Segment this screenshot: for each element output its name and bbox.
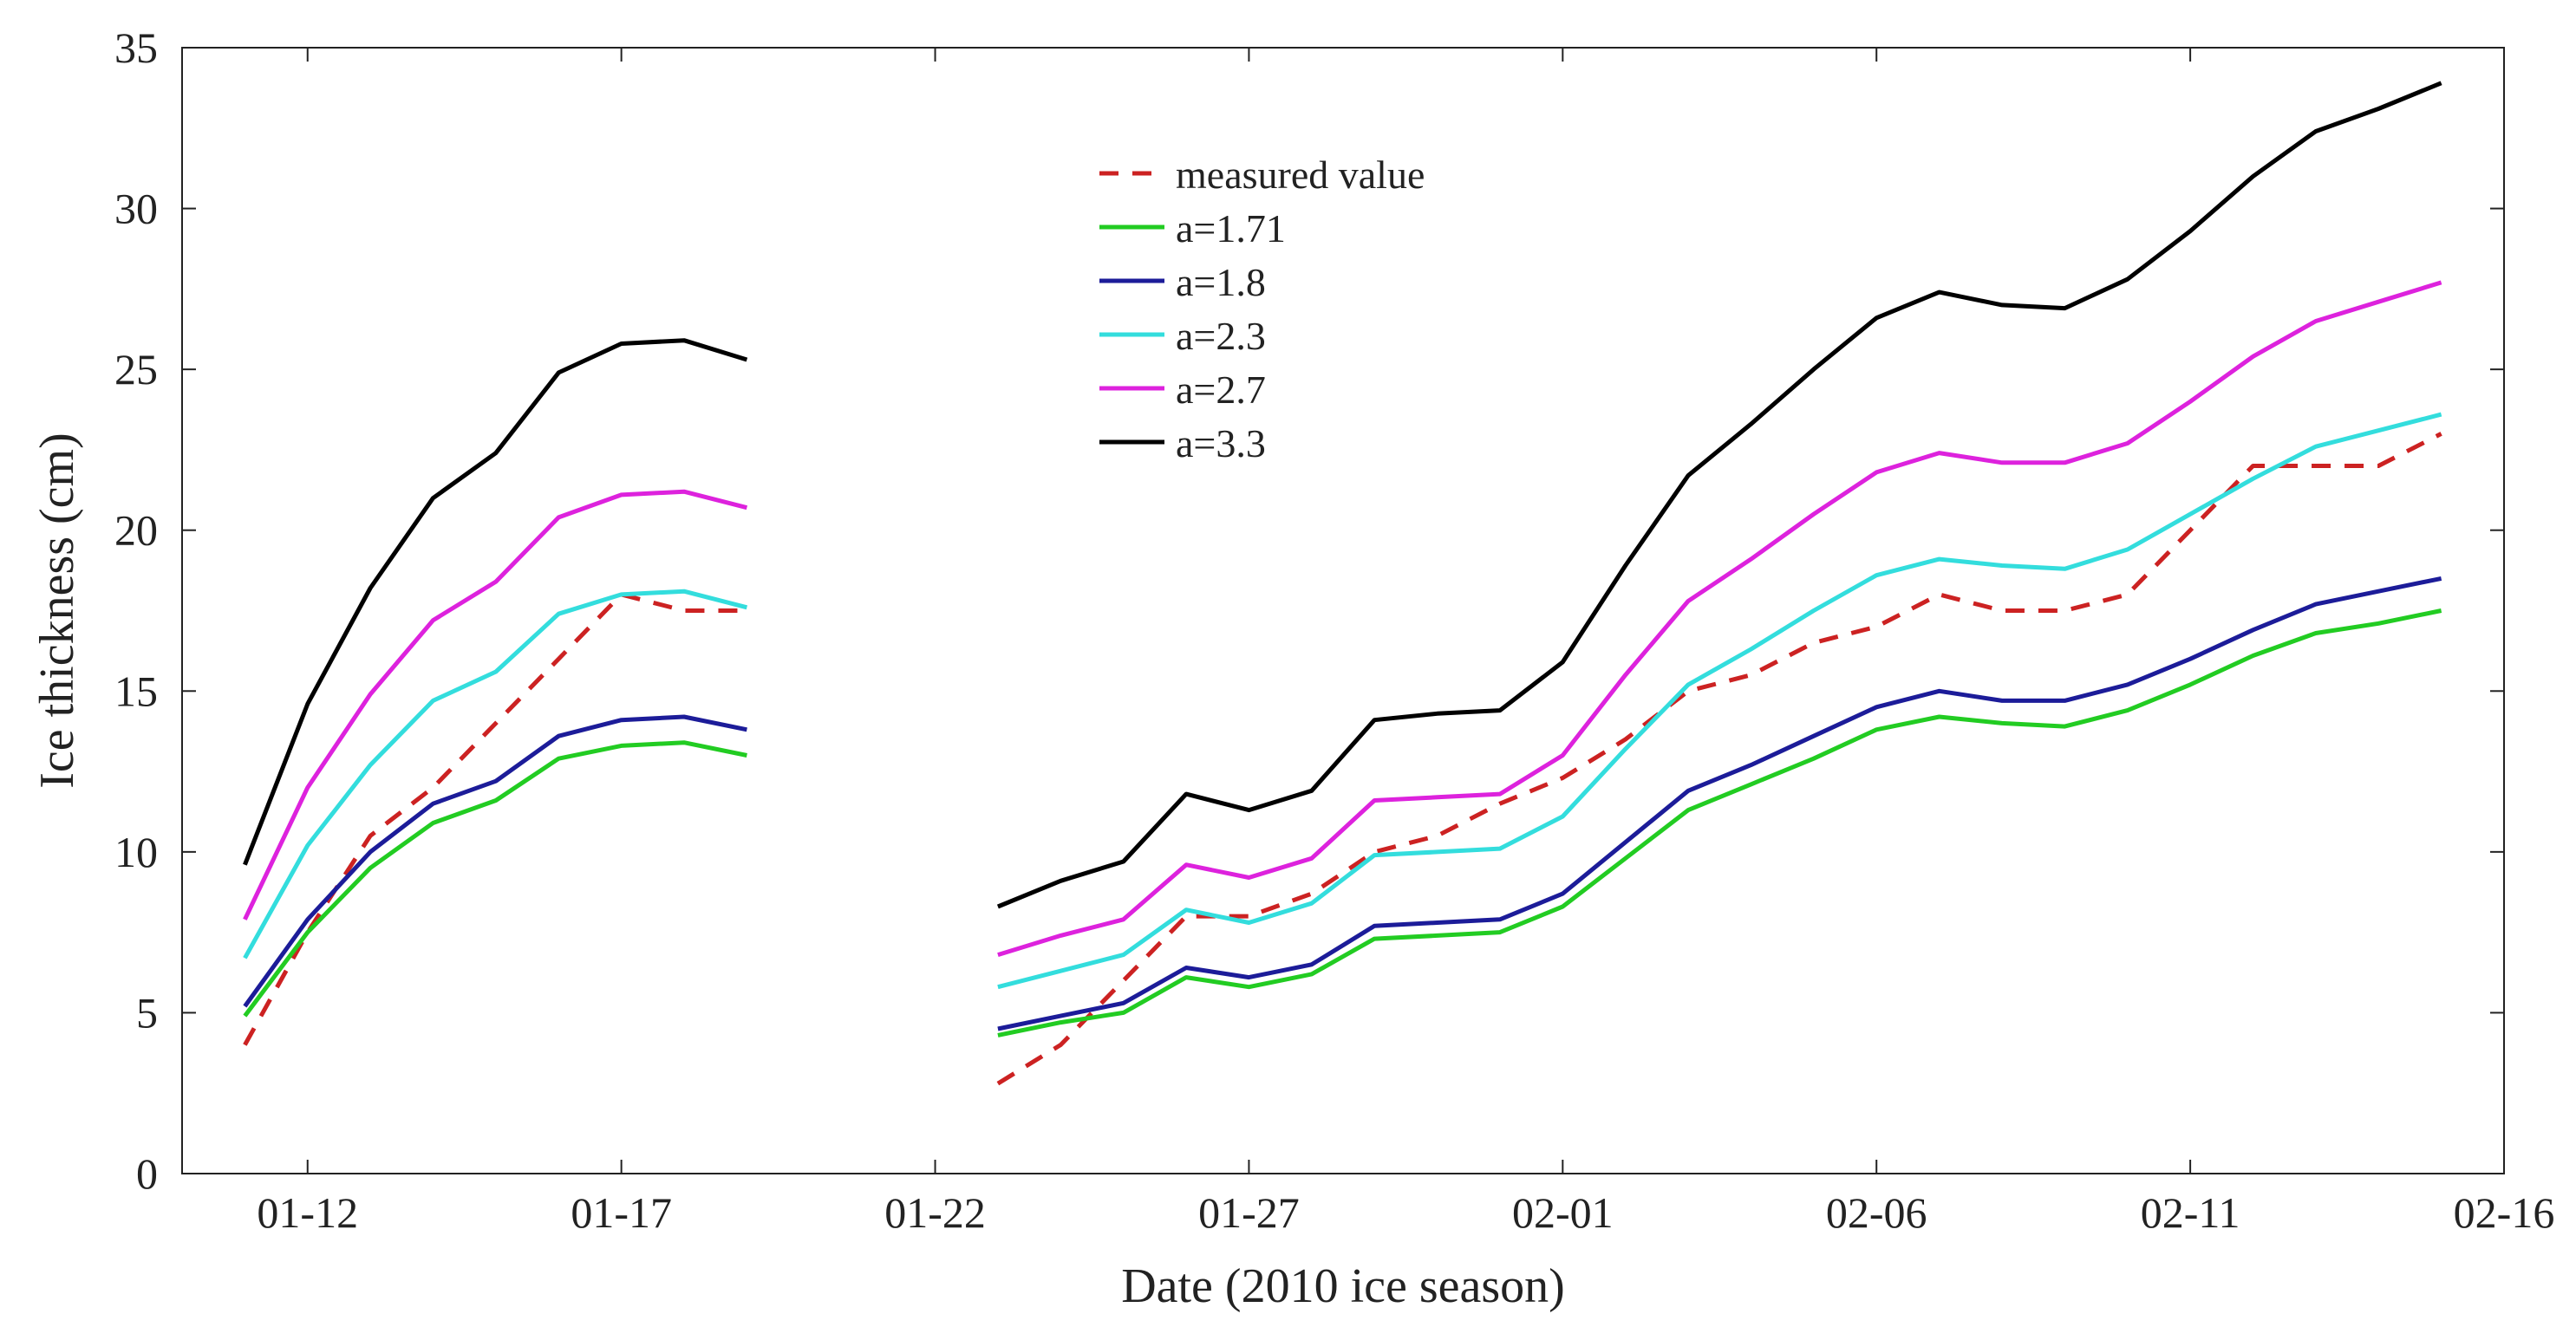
x-tick-label: 01-12 [257,1188,358,1237]
legend-label: a=2.3 [1176,314,1266,358]
legend-label: a=2.7 [1176,368,1266,412]
x-tick-label: 01-22 [884,1188,986,1237]
series-line-5-segment-0 [243,338,748,866]
series-line-3-segment-1 [997,412,2442,990]
legend-label: a=3.3 [1176,421,1266,465]
x-tick-label: 02-01 [1512,1188,1614,1237]
y-axis-label: Ice thickness (cm) [30,433,84,788]
plot-frame [181,47,2505,1174]
legend-label: a=1.71 [1176,206,1286,250]
x-axis-label: Date (2010 ice season) [1121,1259,1565,1313]
x-tick-label: 02-16 [2454,1188,2555,1237]
series-line-1-segment-1 [997,608,2442,1038]
x-axis: 01-12 01-17 01-22 01-27 02-01 02-06 02-11 02-16 [257,48,2554,1237]
series-line-1-segment-0 [243,740,747,1018]
y-tick-label: 30 [114,185,158,233]
series-line-2-segment-0 [243,714,747,1008]
series-line-4-segment-0 [243,489,748,920]
x-tick-label: 02-06 [1826,1188,1927,1237]
series-line-0-segment-1 [996,432,2442,1086]
legend-label: measured value [1176,153,1425,197]
legend-label: a=1.8 [1176,260,1266,304]
x-tick-label: 02-11 [2141,1188,2240,1237]
plot-lines [243,81,2442,1086]
y-axis: 0 5 10 15 20 25 30 35 [114,23,2504,1198]
y-tick-label: 15 [114,667,158,715]
legend: measured value a=1.71 a=1.8 a=2.3 a=2.7 a=3.3 [1099,153,1425,465]
series-line-2-segment-1 [997,576,2442,1031]
y-tick-label: 5 [136,988,158,1037]
y-tick-label: 25 [114,345,158,394]
y-tick-label: 0 [136,1149,158,1198]
y-tick-label: 20 [114,506,158,555]
y-tick-label: 10 [114,828,158,876]
series-line-3-segment-0 [243,589,748,959]
x-tick-label: 01-27 [1198,1188,1300,1237]
x-tick-label: 01-17 [571,1188,672,1237]
y-tick-label: 35 [114,23,158,72]
series-line-5-segment-1 [996,81,2442,909]
series-line-4-segment-1 [997,280,2442,957]
